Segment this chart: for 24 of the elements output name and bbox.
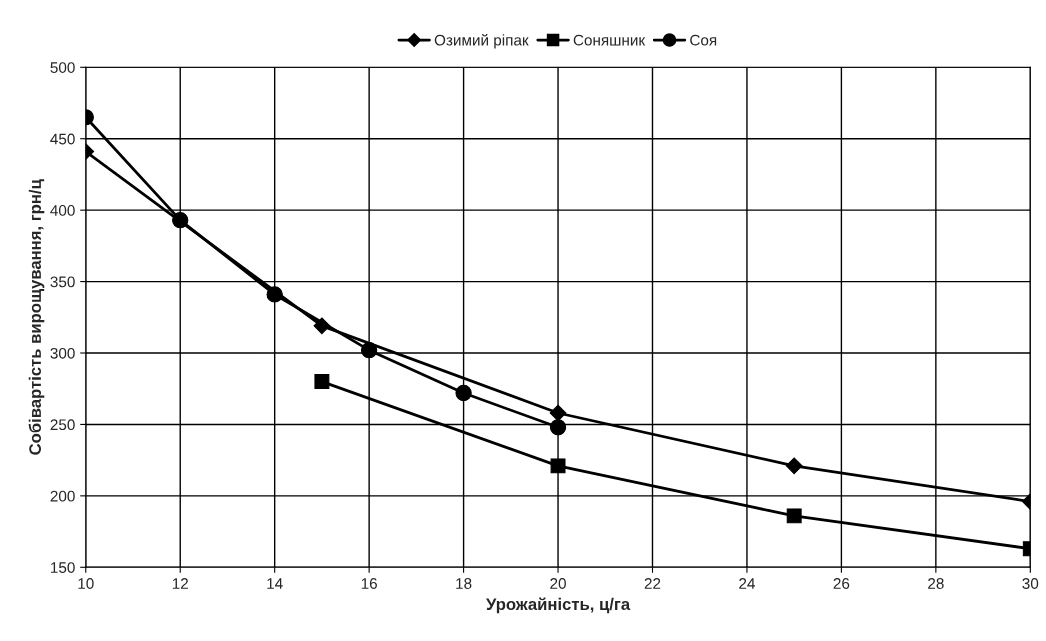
- x-tick-label: 20: [550, 578, 566, 589]
- x-tick-label: 14: [267, 578, 283, 589]
- x-tick-label: 28: [928, 578, 944, 589]
- y-tick-label: 450: [50, 133, 75, 145]
- x-tick-label: 10: [78, 578, 94, 589]
- y-tick-label: 400: [50, 205, 75, 216]
- y-tick-label: 500: [50, 62, 75, 73]
- x-tick-label: 12: [172, 578, 188, 589]
- y-axis-title: Собівартість вирощування, грн/ц: [28, 179, 45, 455]
- x-tick-label: 22: [644, 578, 661, 589]
- legend-label: Соя: [690, 34, 717, 46]
- legend-label: Озимий ріпак: [434, 34, 529, 49]
- x-tick-label: 26: [833, 578, 850, 589]
- x-axis-title: Урожайність, ц/га: [485, 597, 631, 614]
- y-tick-label: 200: [50, 490, 75, 502]
- x-tick-label: 16: [361, 578, 377, 589]
- y-tick-label: 250: [50, 419, 75, 431]
- y-tick-label: 350: [50, 276, 75, 288]
- y-tick-label: 300: [50, 347, 75, 359]
- y-tick-label: 150: [51, 562, 75, 573]
- x-tick-label: 24: [739, 578, 755, 589]
- x-tick-label: 30: [1022, 578, 1039, 589]
- x-tick-label: 18: [456, 578, 472, 589]
- legend-label: Соняшник: [573, 34, 646, 46]
